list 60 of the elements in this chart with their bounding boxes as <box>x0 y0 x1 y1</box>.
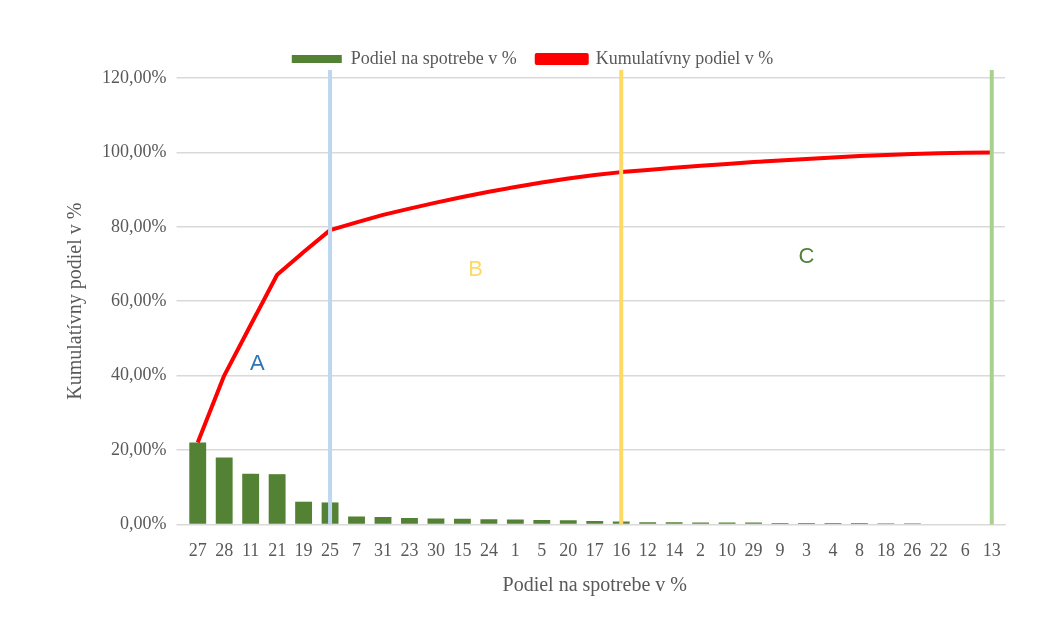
x-tick-label: 30 <box>426 539 445 560</box>
bar <box>453 518 471 524</box>
x-tick-label: 25 <box>321 539 340 560</box>
bar <box>268 474 286 524</box>
y-tick-label: 100,00% <box>101 141 167 162</box>
x-tick-label: 18 <box>876 539 895 560</box>
x-tick-label: 3 <box>801 539 811 560</box>
annotation: A <box>249 349 265 375</box>
x-tick-label: 7 <box>352 539 362 560</box>
y-tick-label: 0,00% <box>119 513 167 534</box>
bar <box>401 518 418 524</box>
bar <box>559 520 577 524</box>
x-tick-label: 20 <box>559 539 578 560</box>
x-tick-label: 31 <box>374 539 392 560</box>
bar <box>374 516 392 524</box>
legend-label: Podiel na spotrebe v % <box>350 47 517 68</box>
bar <box>586 521 604 524</box>
x-tick-label: 29 <box>744 539 763 560</box>
y-tick-label: 60,00% <box>110 289 167 310</box>
y-tick-label: 40,00% <box>110 364 167 385</box>
legend-label: Kumulatívny podiel v % <box>595 47 774 68</box>
x-tick-label: 16 <box>612 539 631 560</box>
bar <box>242 473 260 524</box>
x-tick-label: 21 <box>268 539 287 560</box>
x-axis-title: Podiel na spotrebe v % <box>502 573 687 597</box>
x-tick-label: 19 <box>294 539 313 560</box>
x-tick-label: 8 <box>854 539 864 560</box>
y-axis-title: Kumulatívny podiel v % <box>63 202 87 400</box>
bar <box>189 442 207 524</box>
x-tick-label: 10 <box>718 539 737 560</box>
x-tick-label: 23 <box>400 539 419 560</box>
x-tick-label: 15 <box>453 539 472 560</box>
x-tick-label: 11 <box>241 539 260 560</box>
x-tick-label: 27 <box>188 539 207 560</box>
y-tick-label: 120,00% <box>101 66 167 87</box>
bar <box>506 519 524 524</box>
x-tick-label: 6 <box>960 539 970 560</box>
x-tick-label: 22 <box>929 539 948 560</box>
annotation: C <box>798 242 815 268</box>
y-tick-label: 20,00% <box>110 438 167 459</box>
x-tick-label: 17 <box>585 539 604 560</box>
x-tick-label: 13 <box>982 539 1001 560</box>
bar <box>427 518 445 524</box>
bar <box>348 516 365 524</box>
bar <box>295 501 313 524</box>
x-tick-label: 9 <box>775 539 785 560</box>
x-tick-label: 26 <box>903 539 922 560</box>
x-tick-label: 24 <box>479 539 498 560</box>
bar <box>480 519 498 524</box>
y-tick-label: 80,00% <box>110 215 167 236</box>
x-tick-label: 5 <box>537 539 547 560</box>
x-tick-label: 2 <box>696 539 706 560</box>
bar <box>533 519 551 524</box>
x-tick-label: 1 <box>510 539 520 560</box>
x-tick-label: 28 <box>215 539 234 560</box>
x-tick-label: 4 <box>828 539 838 560</box>
bar <box>215 457 233 524</box>
x-tick-label: 12 <box>638 539 657 560</box>
x-tick-label: 14 <box>665 539 684 560</box>
annotation: B <box>468 256 483 282</box>
